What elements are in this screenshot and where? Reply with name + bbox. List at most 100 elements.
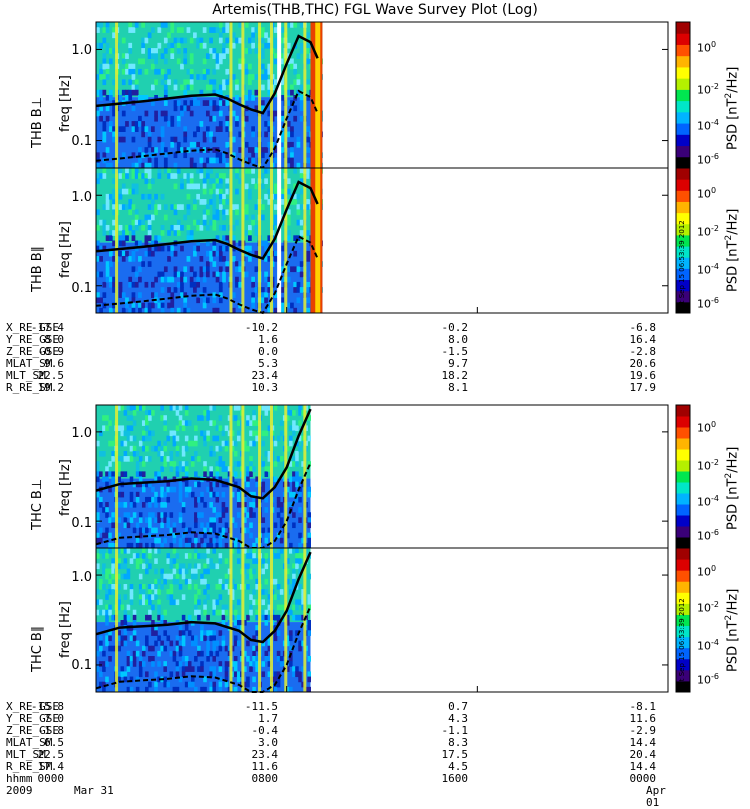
spectrogram-cell	[126, 430, 131, 437]
spectrogram-cell	[276, 614, 281, 621]
spectrogram-cell	[99, 496, 103, 503]
spectrogram-cell	[251, 95, 255, 101]
colorbar-segment	[676, 680, 690, 693]
spectrogram-cell	[131, 168, 136, 174]
spectrogram-cell	[105, 415, 109, 421]
spectrogram-cell	[293, 22, 298, 28]
colorbar-segment	[676, 290, 690, 303]
ephemeris-value: 0.7	[448, 700, 468, 713]
spectrogram-cell	[298, 445, 302, 452]
spectrogram-cell	[218, 256, 223, 262]
spectrogram-cell	[144, 178, 149, 185]
spectrogram-cell	[261, 640, 266, 647]
spectrogram-cell	[102, 425, 106, 432]
spectrogram-cell	[193, 131, 197, 138]
spectrogram-cell	[209, 157, 213, 164]
spectrogram-cell	[96, 512, 100, 518]
spectrogram-cell	[306, 136, 310, 143]
spectrogram-cell	[224, 666, 229, 672]
spectrogram-cell	[141, 261, 146, 267]
spectrogram-cell	[96, 589, 100, 595]
spectrogram-cell	[147, 204, 152, 210]
spectrogram-cell	[129, 594, 134, 600]
spectrogram-cell	[225, 115, 230, 122]
spectrogram-cell	[118, 287, 123, 293]
spectrogram-cell	[128, 204, 133, 210]
spectrogram-cell	[202, 297, 207, 304]
spectrogram-cell	[117, 635, 122, 642]
spectrogram-cell	[173, 152, 178, 159]
cb1-title: PSD [nT2/Hz]	[724, 66, 741, 150]
spectrogram-cell	[190, 440, 195, 447]
ephemeris-row: R_RE_SM 19.2 10.3 8.1 17.9	[6, 382, 666, 394]
spectrogram-cell	[194, 568, 198, 575]
spectrogram-cell	[196, 281, 201, 288]
spectrogram-cell	[135, 563, 140, 570]
spectrogram-cell	[134, 89, 139, 96]
spectrogram-cell	[135, 496, 140, 503]
spectrogram-cell	[187, 542, 192, 549]
spectrogram-cell	[105, 193, 110, 200]
spectrogram-cell	[160, 450, 164, 457]
spectrogram-cell	[218, 461, 223, 467]
colorbar-segment	[676, 78, 690, 90]
spectrogram-cell	[129, 496, 134, 503]
spectrogram-cell	[154, 193, 158, 200]
colorbar-segment	[676, 66, 690, 79]
spectrogram-cell	[151, 620, 155, 626]
spectrogram-cell	[196, 100, 201, 106]
spectrogram-cell	[230, 645, 235, 652]
spectrogram-cell	[189, 183, 194, 190]
spectrogram-cell	[212, 157, 217, 164]
spectrogram-cell	[209, 502, 213, 508]
spectrogram-cell	[280, 126, 285, 132]
spectrogram-cell	[138, 95, 142, 101]
spectrogram-cell	[260, 214, 265, 221]
spectrogram-cell	[306, 307, 310, 314]
spectrogram-cell	[128, 63, 133, 70]
spectrogram-cell	[255, 609, 259, 616]
spectrogram-cell	[236, 502, 241, 508]
spectrogram-cell	[251, 131, 255, 138]
spectrogram-cell	[180, 292, 184, 298]
spectrogram-cell	[252, 420, 256, 426]
spectrogram-cell	[255, 630, 259, 636]
spectrogram-cell	[154, 110, 158, 117]
spectrogram-cell	[197, 645, 201, 652]
gyrofrequency-line	[95, 408, 312, 500]
spectrogram-cell	[183, 79, 188, 86]
spectrogram-cell	[221, 635, 226, 642]
spectrogram-cell	[260, 48, 265, 54]
spectrogram-cell	[279, 420, 284, 426]
spectrogram-cell	[187, 666, 192, 672]
spectrogram-cell	[170, 141, 175, 148]
cb3-tick-4: 10-4	[697, 494, 719, 509]
panel2-probe-label: THB B∥	[30, 245, 45, 292]
spectrogram-stripe	[229, 405, 233, 548]
spectrogram-cell	[145, 481, 149, 488]
spectrogram-cell	[194, 599, 198, 606]
spectrogram-cell	[235, 188, 239, 195]
spectrogram-cell	[230, 466, 235, 472]
spectrogram-cell	[248, 79, 252, 86]
spectrogram-cell	[296, 219, 301, 226]
spectrogram-cell	[121, 256, 126, 262]
spectrogram-cell	[176, 204, 181, 210]
spectrogram-cell	[222, 276, 226, 283]
spectrogram-cell	[184, 661, 189, 667]
spectrogram-cell	[163, 630, 167, 636]
spectrogram-cell	[290, 84, 294, 91]
spectrogram-cell	[147, 183, 152, 190]
spectrogram-cell	[99, 584, 103, 590]
spectrogram-cell	[99, 256, 103, 262]
spectrogram-cell	[273, 578, 278, 585]
spectrogram-cell	[267, 235, 272, 241]
spectrogram-cell	[108, 635, 112, 642]
spectrogram-cell	[296, 89, 301, 96]
spectrogram-cell	[215, 542, 220, 549]
spectrogram-cell	[209, 48, 213, 54]
ephemeris-row: R_RE_SM 17.4 11.6 4.5 14.4	[6, 761, 666, 773]
spectrogram-cell	[206, 656, 210, 662]
spectrogram-cell	[184, 656, 189, 662]
spectrogram-cell	[120, 563, 125, 570]
